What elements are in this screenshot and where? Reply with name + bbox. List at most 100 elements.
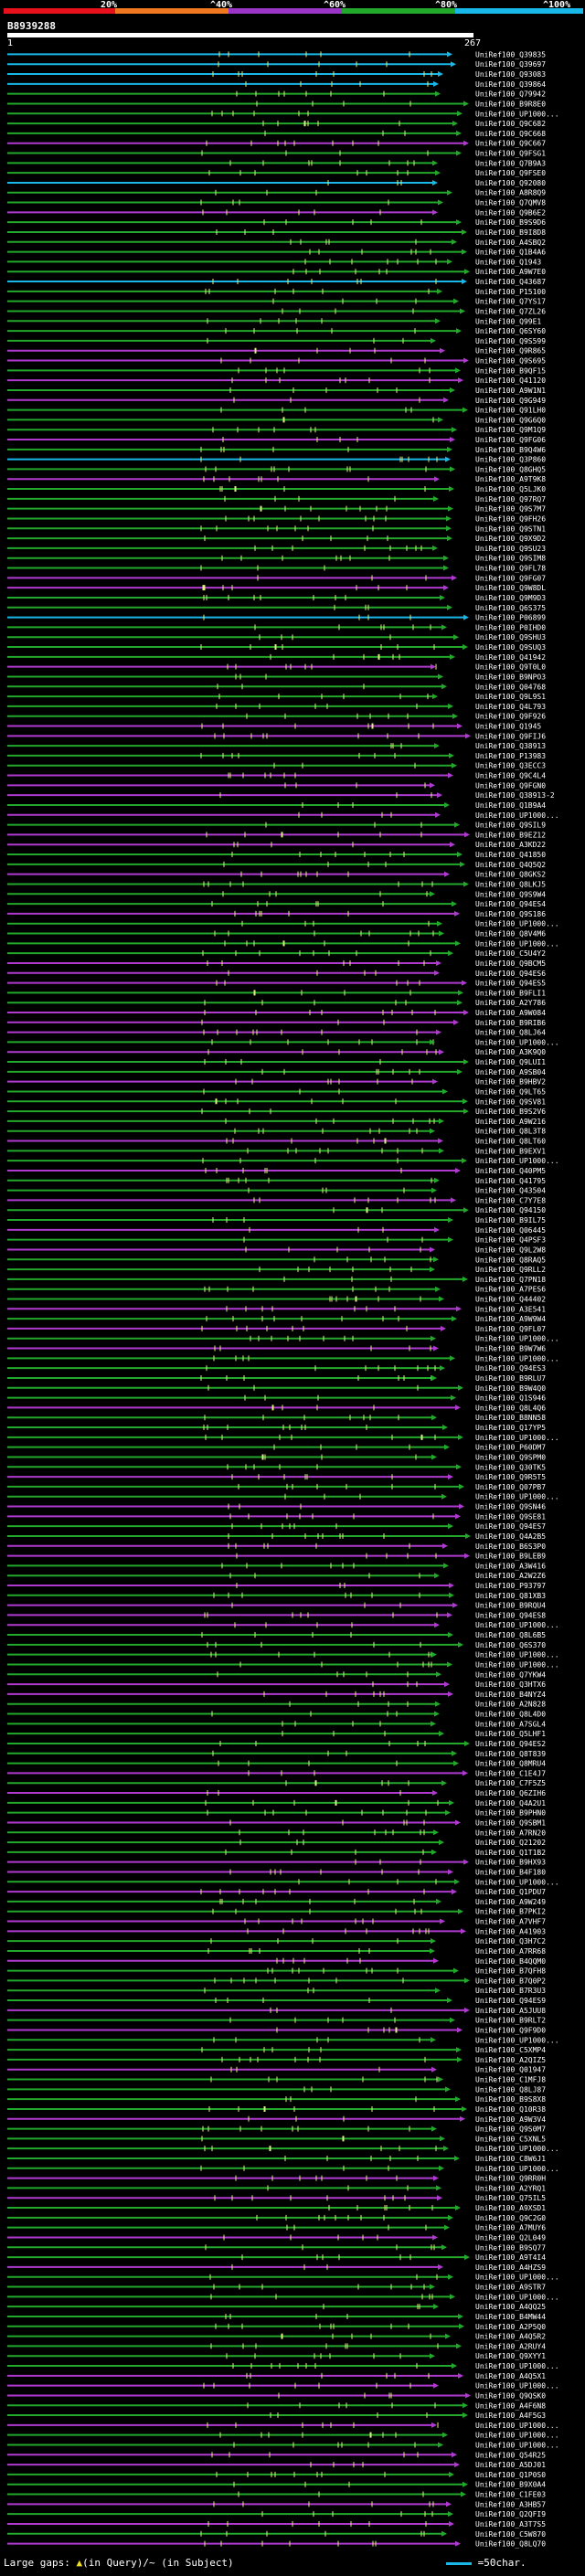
hit-label[interactable]: UniRef100_A2YRQ1 [475, 2184, 546, 2192]
hit-label[interactable]: UniRef100_Q1B9A4 [475, 801, 546, 810]
hit-label[interactable]: UniRef100_B7QFH8 [475, 1967, 546, 1976]
hit-label[interactable]: UniRef100_Q8L3T8 [475, 1128, 546, 1136]
hit-label[interactable]: UniRef100_A3HB57 [475, 2500, 546, 2508]
hit-label[interactable]: UniRef100_P15100 [475, 288, 546, 296]
hit-label[interactable]: UniRef100_Q30TK5 [475, 1463, 546, 1471]
hit-label[interactable]: UniRef100_UP1000... [475, 2293, 559, 2301]
hit-label[interactable]: UniRef100_Q38913 [475, 742, 546, 750]
hit-label[interactable]: UniRef100_Q1T1B2 [475, 1849, 546, 1857]
hit-label[interactable]: UniRef100_UP1000... [475, 811, 559, 820]
hit-label[interactable]: UniRef100_Q43687 [475, 278, 546, 286]
hit-label[interactable]: UniRef100_C5XMP4 [475, 2046, 546, 2054]
hit-label[interactable]: UniRef100_A4F5G3 [475, 2412, 546, 2420]
hit-label[interactable]: UniRef100_B4NYZ4 [475, 1691, 546, 1699]
hit-label[interactable]: UniRef100_Q1S946 [475, 1394, 546, 1403]
hit-label[interactable]: UniRef100_Q07PB7 [475, 1483, 546, 1491]
hit-label[interactable]: UniRef100_A3T7S5 [475, 2520, 546, 2528]
hit-label[interactable]: UniRef100_Q9QSK0 [475, 2391, 546, 2400]
hit-label[interactable]: UniRef100_A41903 [475, 1927, 546, 1935]
hit-label[interactable]: UniRef100_Q2QFI9 [475, 2510, 546, 2518]
hit-label[interactable]: UniRef100_Q9L9S1 [475, 693, 546, 701]
hit-label[interactable]: UniRef100_Q6SY60 [475, 327, 546, 335]
hit-label[interactable]: UniRef100_Q94ES5 [475, 980, 546, 988]
hit-label[interactable]: UniRef100_A7RN20 [475, 1829, 546, 1837]
hit-label[interactable]: UniRef100_A2RUY4 [475, 2342, 546, 2350]
hit-label[interactable]: UniRef100_A9W249 [475, 1898, 546, 1906]
hit-label[interactable]: UniRef100_UP1000... [475, 1878, 559, 1886]
hit-label[interactable]: UniRef100_B9HX93 [475, 1859, 546, 1867]
hit-label[interactable]: UniRef100_Q9LUI1 [475, 1058, 546, 1066]
hit-label[interactable]: UniRef100_B7R3U3 [475, 1987, 546, 1995]
hit-label[interactable]: UniRef100_B9RIB6 [475, 1019, 546, 1027]
hit-label[interactable]: UniRef100_Q4A2U1 [475, 1799, 546, 1807]
hit-label[interactable]: UniRef100_UP1000... [475, 2274, 559, 2282]
hit-label[interactable]: UniRef100_Q9B6E2 [475, 208, 546, 217]
hit-label[interactable]: UniRef100_Q9RLL2 [475, 1266, 546, 1274]
hit-label[interactable]: UniRef100_Q9FG06 [475, 436, 546, 444]
hit-label[interactable]: UniRef100_Q9RR0H [475, 2175, 546, 2183]
hit-label[interactable]: UniRef100_A9XSD1 [475, 2204, 546, 2212]
hit-label[interactable]: UniRef100_Q9SE81 [475, 1512, 546, 1521]
hit-label[interactable]: UniRef100_Q99E1 [475, 317, 541, 325]
hit-label[interactable]: UniRef100_Q9STN1 [475, 525, 546, 533]
hit-label[interactable]: UniRef100_C7F5Z5 [475, 1779, 546, 1787]
hit-label[interactable]: UniRef100_Q5LJK0 [475, 485, 546, 493]
hit-label[interactable]: UniRef100_Q75IL5 [475, 2194, 546, 2202]
hit-label[interactable]: UniRef100_UP1000... [475, 2382, 559, 2390]
hit-label[interactable]: UniRef100_Q9FIJ6 [475, 732, 546, 740]
hit-label[interactable]: UniRef100_Q9X9D2 [475, 535, 546, 543]
hit-label[interactable]: UniRef100_Q9FL07 [475, 1325, 546, 1333]
hit-label[interactable]: UniRef100_Q8L4D0 [475, 1711, 546, 1719]
hit-label[interactable]: UniRef100_UP1000... [475, 110, 559, 118]
hit-label[interactable]: UniRef100_UP1000... [475, 920, 559, 928]
hit-label[interactable]: UniRef100_Q4A2B5 [475, 1532, 546, 1541]
hit-label[interactable]: UniRef100_Q9SIM8 [475, 555, 546, 563]
hit-label[interactable]: UniRef100_Q6S370 [475, 1641, 546, 1649]
hit-label[interactable]: UniRef100_Q9S7M7 [475, 505, 546, 514]
hit-label[interactable]: UniRef100_UP1000... [475, 2422, 559, 2430]
hit-label[interactable]: UniRef100_Q94ES6 [475, 970, 546, 978]
hit-label[interactable]: UniRef100_Q91LH0 [475, 407, 546, 415]
hit-label[interactable]: UniRef100_Q1945 [475, 723, 541, 731]
hit-label[interactable]: UniRef100_Q40PM5 [475, 1167, 546, 1175]
hit-label[interactable]: UniRef100_A4HZS9 [475, 2263, 546, 2272]
hit-label[interactable]: UniRef100_A5DJ01 [475, 2461, 546, 2469]
hit-label[interactable]: UniRef100_A3W416 [475, 1562, 546, 1570]
hit-label[interactable]: UniRef100_Q8LJ87 [475, 2085, 546, 2094]
hit-label[interactable]: UniRef100_A2W2Z6 [475, 1572, 546, 1580]
hit-label[interactable]: UniRef100_C7Y7E8 [475, 1196, 546, 1204]
hit-label[interactable]: UniRef100_Q9C4L4 [475, 772, 546, 780]
hit-label[interactable]: UniRef100_UP1000... [475, 1621, 559, 1629]
hit-label[interactable]: UniRef100_B9EZ12 [475, 831, 546, 839]
hit-label[interactable]: UniRef100_UP1000... [475, 1038, 559, 1046]
hit-label[interactable]: UniRef100_Q06445 [475, 1226, 546, 1235]
hit-label[interactable]: UniRef100_Q17YP5 [475, 1424, 546, 1432]
hit-label[interactable]: UniRef100_Q8GKS2 [475, 871, 546, 879]
hit-label[interactable]: UniRef100_C5XNL5 [475, 2135, 546, 2143]
hit-label[interactable]: UniRef100_Q1943 [475, 258, 541, 266]
hit-label[interactable]: UniRef100_B9Q4W6 [475, 446, 546, 454]
hit-label[interactable]: UniRef100_Q7YS17 [475, 298, 546, 306]
hit-label[interactable]: UniRef100_Q7QMV8 [475, 199, 546, 207]
hit-label[interactable]: UniRef100_B9R8E0 [475, 100, 546, 108]
hit-label[interactable]: UniRef100_A9W7E0 [475, 268, 546, 276]
hit-label[interactable]: UniRef100_A2P5Q0 [475, 2323, 546, 2331]
hit-label[interactable]: UniRef100_Q9SN46 [475, 1503, 546, 1511]
hit-label[interactable]: UniRef100_UP1000... [475, 2036, 559, 2044]
hit-label[interactable]: UniRef100_Q9C2G0 [475, 2214, 546, 2222]
hit-label[interactable]: UniRef100_Q9SPM0 [475, 1453, 546, 1461]
hit-label[interactable]: UniRef100_UP1000... [475, 2165, 559, 2173]
hit-label[interactable]: UniRef100_Q79942 [475, 90, 546, 99]
hit-label[interactable]: UniRef100_B9W7W6 [475, 1345, 546, 1353]
hit-label[interactable]: UniRef100_Q9LT65 [475, 1087, 546, 1096]
hit-label[interactable]: UniRef100_B7Q0P2 [475, 1977, 546, 1985]
hit-label[interactable]: UniRef100_Q9C682 [475, 120, 546, 128]
hit-label[interactable]: UniRef100_Q8GHQ5 [475, 465, 546, 473]
hit-label[interactable]: UniRef100_C1E4J7 [475, 1769, 546, 1777]
hit-label[interactable]: UniRef100_UP1000... [475, 1651, 559, 1659]
hit-label[interactable]: UniRef100_Q9G6Q0 [475, 416, 546, 424]
hit-label[interactable]: UniRef100_UP1000... [475, 1660, 559, 1669]
hit-label[interactable]: UniRef100_Q8LKJ5 [475, 880, 546, 888]
hit-label[interactable]: UniRef100_Q9FSE0 [475, 169, 546, 177]
hit-label[interactable]: UniRef100_Q9L2W8 [475, 1246, 546, 1254]
